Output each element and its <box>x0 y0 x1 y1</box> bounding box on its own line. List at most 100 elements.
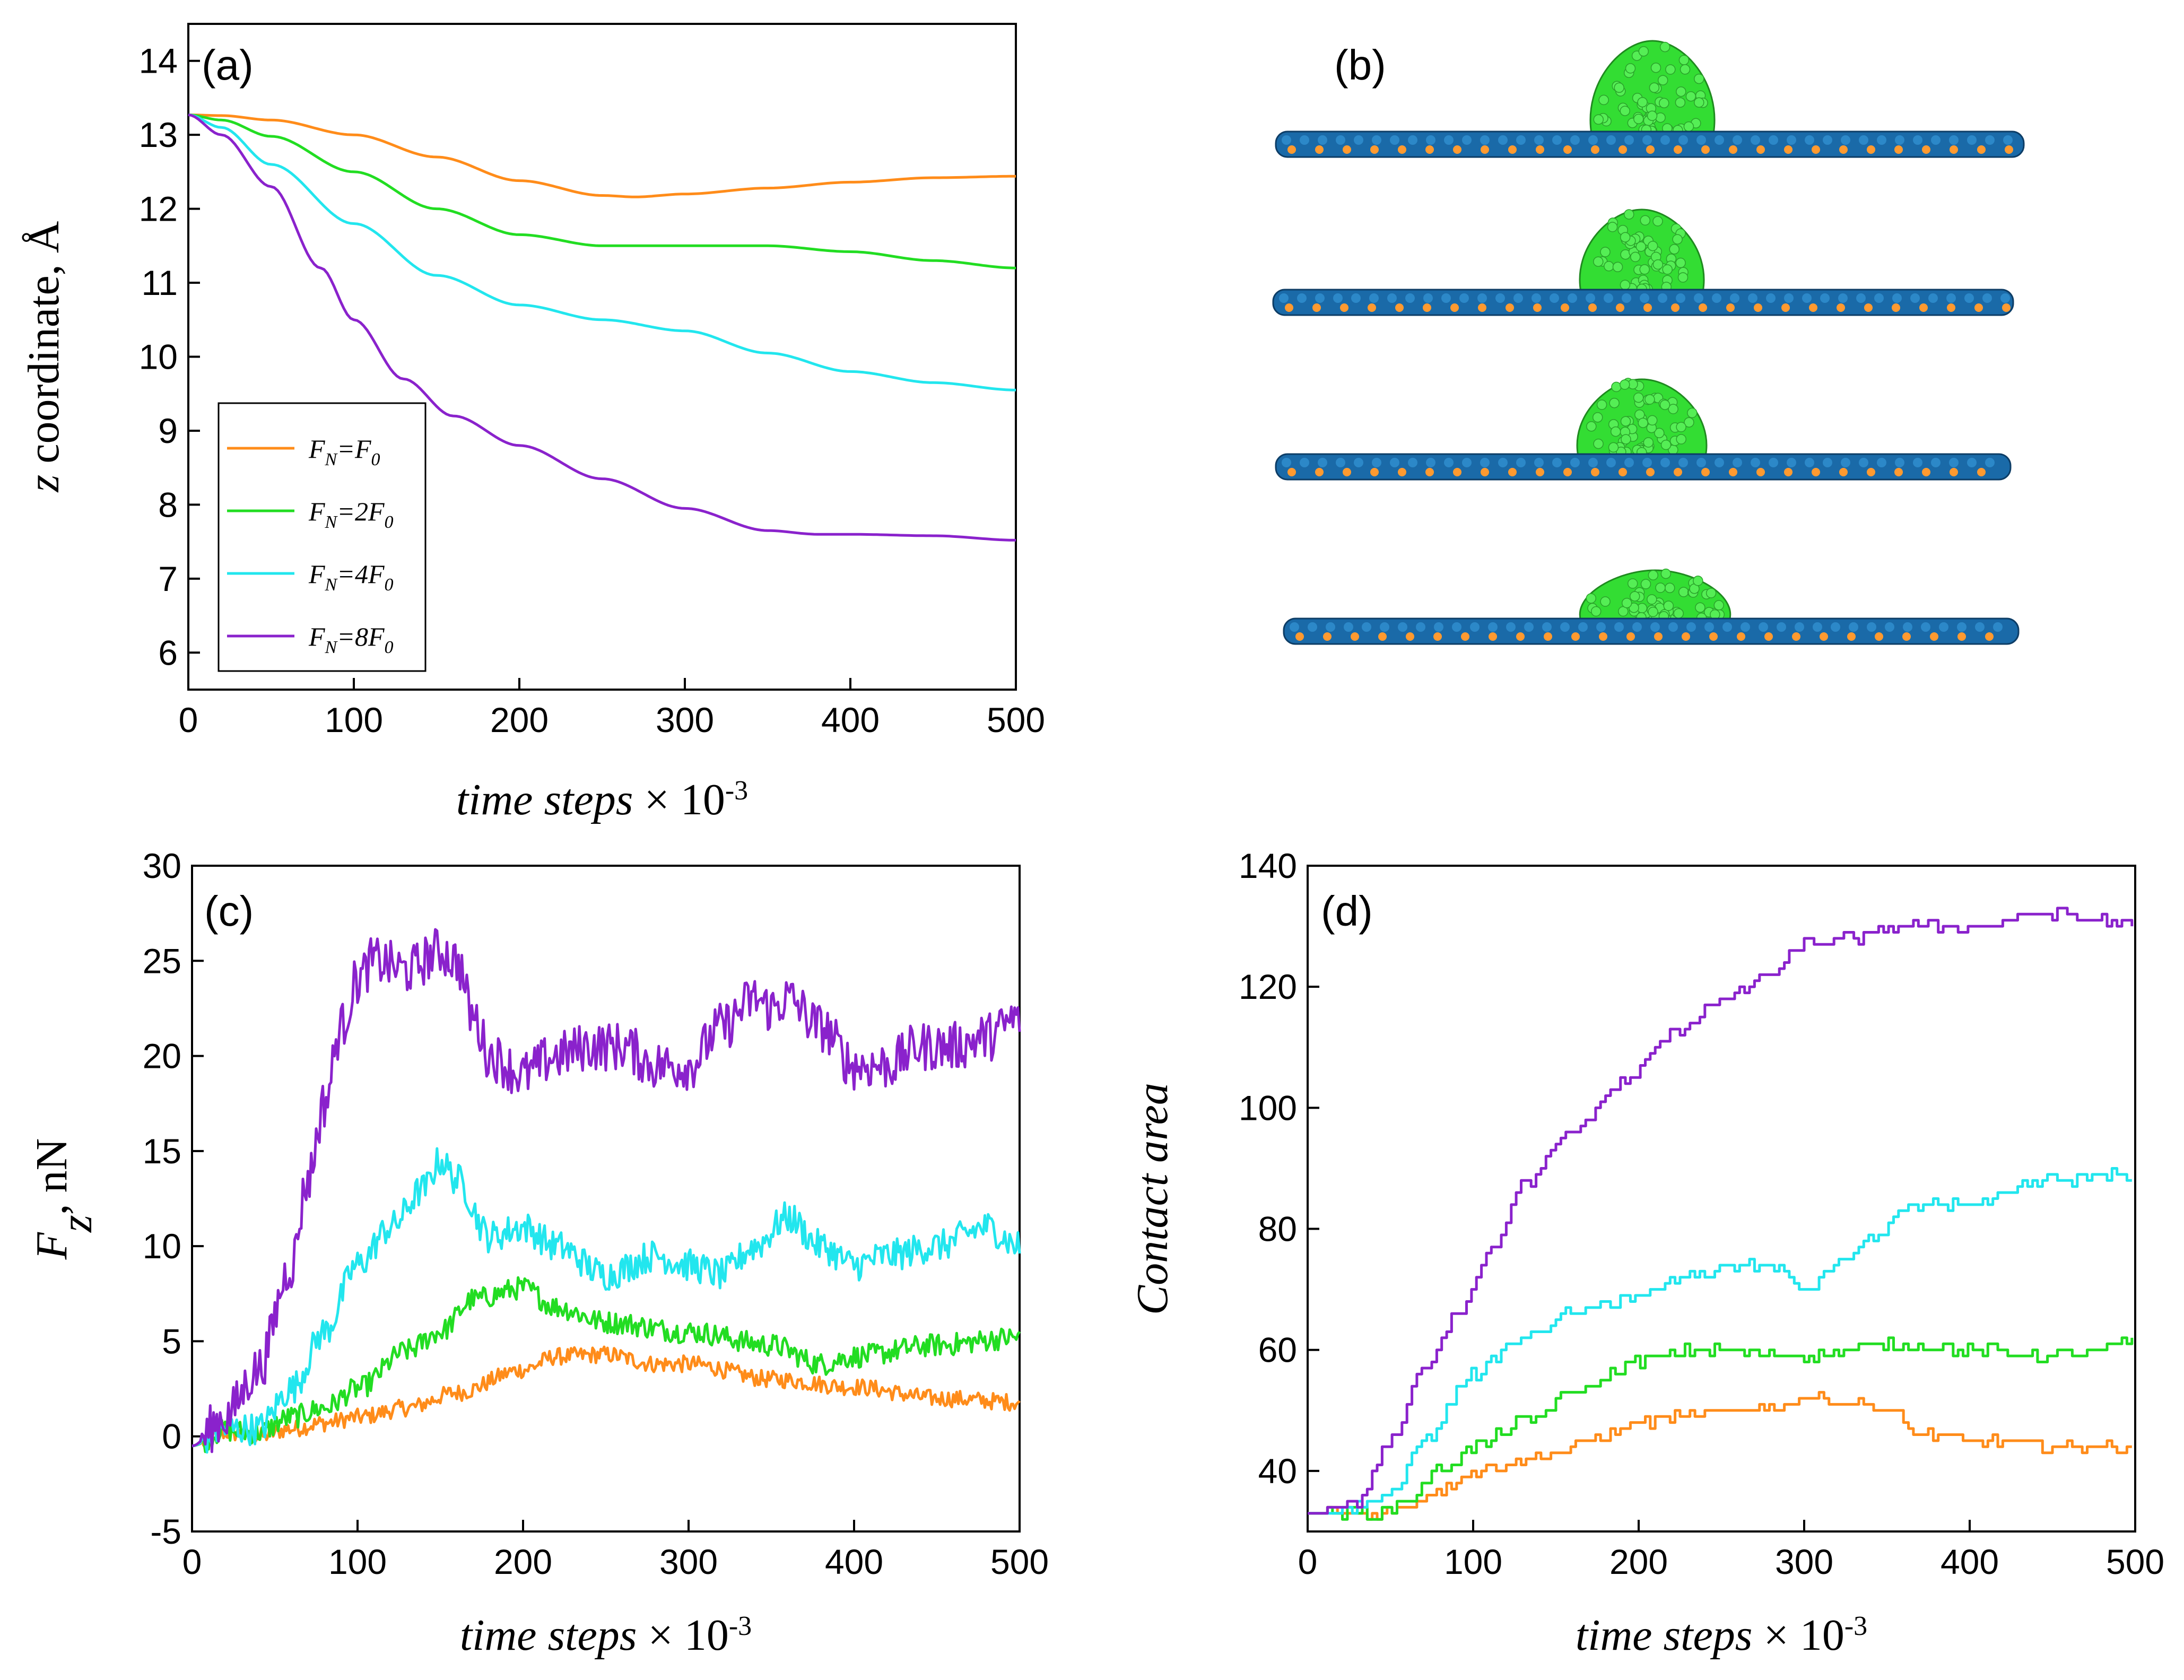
substrate-atom <box>1423 293 1433 303</box>
substrate-atom <box>1805 458 1814 467</box>
substrate-dopant-atom <box>1682 632 1690 641</box>
series-line-f-n-8f-0 <box>192 928 1021 1453</box>
substrate-atom <box>1408 458 1417 467</box>
droplet-atom <box>1657 75 1668 85</box>
y-tick-label: 13 <box>139 115 178 154</box>
substrate-dopant-atom <box>1536 468 1544 476</box>
substrate-atom <box>1769 135 1778 145</box>
substrate-atom <box>1354 458 1363 467</box>
substrate-atom <box>1813 622 1822 632</box>
substrate-atom <box>1993 622 2003 632</box>
substrate-atom <box>1336 135 1345 145</box>
panel-c-letter: (c) <box>204 887 254 935</box>
substrate-atom <box>1444 135 1454 145</box>
substrate-dopant-atom <box>1950 145 1958 154</box>
substrate-dopant-atom <box>1671 303 1680 312</box>
substrate-dopant-atom <box>1985 632 1994 641</box>
substrate-dopant-atom <box>1674 145 1682 154</box>
substrate-dopant-atom <box>1433 632 1442 641</box>
droplet-atom <box>1675 97 1686 108</box>
droplet-atom <box>1620 379 1630 390</box>
panel-c-ylabel: Fz, nN <box>27 1138 101 1260</box>
substrate-dopant-atom <box>1478 303 1486 312</box>
droplet-atom <box>1684 417 1694 428</box>
x-tick-label: 300 <box>656 700 714 739</box>
x-tick-label: 300 <box>1775 1542 1833 1581</box>
substrate-atom <box>1570 135 1580 145</box>
substrate-atom <box>1480 458 1490 467</box>
substrate-dopant-atom <box>1508 145 1517 154</box>
substrate-dopant-atom <box>1756 468 1765 476</box>
substrate-atom <box>1949 458 1959 467</box>
substrate-dopant-atom <box>1481 145 1489 154</box>
substrate-dopant-atom <box>1516 632 1525 641</box>
substrate-dopant-atom <box>2002 303 2011 312</box>
y-tick-label: 5 <box>162 1321 181 1361</box>
substrate-dopant-atom <box>1781 303 1790 312</box>
substrate-atom <box>1586 293 1595 303</box>
substrate-dopant-atom <box>1343 468 1351 476</box>
substrate-atom <box>1498 135 1508 145</box>
substrate-atom <box>1614 622 1624 632</box>
x-tick-label: 100 <box>1444 1542 1502 1581</box>
substrate-atom <box>1488 622 1498 632</box>
substrate-atom <box>1678 458 1688 467</box>
x-tick-label: 500 <box>2106 1542 2164 1581</box>
x-tick-label: 400 <box>825 1542 883 1581</box>
substrate-atom <box>1823 458 1832 467</box>
substrate-atom <box>1380 622 1389 632</box>
y-tick-label: 12 <box>139 189 178 229</box>
substrate-atom <box>1624 135 1634 145</box>
droplet-atom <box>1629 591 1640 602</box>
substrate-atom <box>1895 458 1904 467</box>
substrate-atom <box>1777 622 1786 632</box>
substrate-atom <box>1624 458 1634 467</box>
panel-d-x-ticks: 0 100 200 300 400 500 <box>1298 1520 2164 1581</box>
substrate-dopant-atom <box>1619 468 1627 476</box>
substrate-dopant-atom <box>1312 303 1321 312</box>
y-tick-label: 25 <box>143 941 181 980</box>
substrate-atom <box>1751 458 1760 467</box>
panel-d-chart: 40 60 80 100 120 140 0 100 200 300 400 500 (d) Con… <box>1128 846 2164 1660</box>
substrate-dopant-atom <box>1370 468 1379 476</box>
substrate-atom <box>1928 293 1938 303</box>
substrate-dopant-atom <box>1378 632 1387 641</box>
substrate-atom <box>1823 135 1832 145</box>
droplet-atom <box>1665 64 1676 75</box>
substrate-atom <box>1856 293 1866 303</box>
series-line-f-n-4f-0 <box>192 1147 1021 1454</box>
droplet-atom <box>1635 241 1647 252</box>
y-tick-label: -5 <box>150 1512 181 1551</box>
droplet-atom <box>1659 41 1670 53</box>
substrate-dopant-atom <box>1784 468 1793 476</box>
droplet-atom <box>1647 415 1658 426</box>
substrate-atom <box>1606 135 1616 145</box>
y-tick-label: 60 <box>1258 1330 1297 1370</box>
substrate-dopant-atom <box>1839 468 1848 476</box>
droplet-atom <box>1680 64 1691 75</box>
droplet-atom <box>1593 256 1604 267</box>
substrate-dopant-atom <box>1709 632 1718 641</box>
y-tick-label: 11 <box>141 263 178 302</box>
panel-c-x-ticks: 0 100 200 300 400 500 <box>182 1520 1049 1581</box>
legend-label: FN=2F0 <box>308 497 394 532</box>
droplet-atom <box>1647 240 1658 251</box>
droplet-atom <box>1685 91 1696 102</box>
substrate-atom <box>1390 135 1399 145</box>
substrate-atom <box>1524 622 1534 632</box>
series-line-f-n-f-0 <box>192 1345 1021 1448</box>
substrate-dopant-atom <box>1340 303 1348 312</box>
substrate-atom <box>1859 135 1868 145</box>
substrate-atom <box>1838 293 1848 303</box>
substrate-atom <box>1516 458 1526 467</box>
droplet-atom <box>1620 232 1631 242</box>
droplet-atom <box>1683 121 1694 132</box>
substrate-atom <box>1282 135 1291 145</box>
droplet-atom <box>1676 434 1686 445</box>
substrate-atom <box>1516 135 1526 145</box>
droplet-atom <box>1593 438 1604 449</box>
substrate-dopant-atom <box>1563 468 1572 476</box>
substrate-atom <box>1398 622 1407 632</box>
substrate-atom <box>1787 458 1796 467</box>
